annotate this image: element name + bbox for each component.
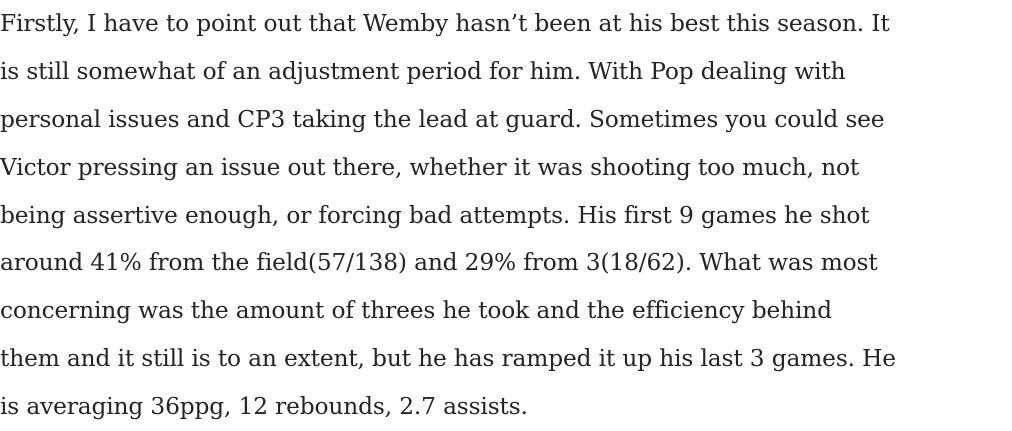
paragraph-line-5: being assertive enough, or forcing bad a… bbox=[0, 201, 870, 229]
paragraph-line-8: them and it still is to an extent, but h… bbox=[0, 345, 896, 373]
paragraph-line-6: around 41% from the field(57/138) and 29… bbox=[0, 249, 878, 277]
paragraph-line-1: Firstly, I have to point out that Wemby … bbox=[0, 10, 890, 37]
paragraph-line-2: is still somewhat of an adjustment perio… bbox=[0, 57, 846, 85]
paragraph-line-7: concerning was the amount of threes he t… bbox=[0, 297, 832, 325]
paragraph-line-3: personal issues and CP3 taking the lead … bbox=[0, 105, 885, 133]
paragraph-line-9: is averaging 36ppg, 12 rebounds, 2.7 ass… bbox=[0, 393, 528, 421]
paragraph-line-4: Victor pressing an issue out there, whet… bbox=[0, 153, 860, 181]
